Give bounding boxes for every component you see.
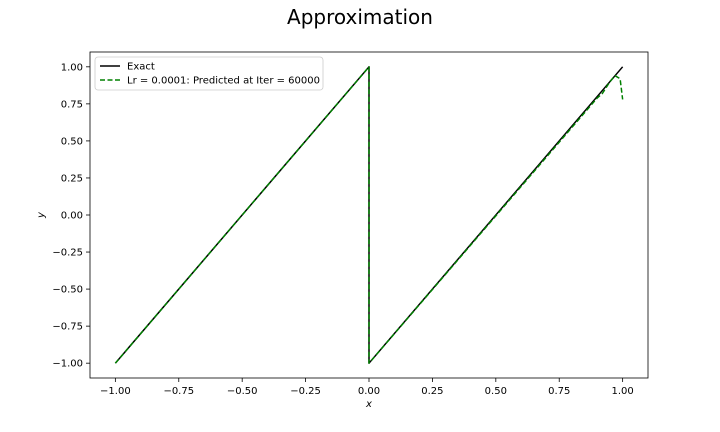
y-tick-label: −0.50 [52, 285, 83, 296]
y-tick-label: 0.75 [61, 99, 83, 110]
x-tick-label: 0.75 [548, 386, 570, 397]
x-tick-label: −0.75 [163, 386, 194, 397]
series-layer [114, 66, 624, 364]
y-tick-label: 0.00 [61, 211, 83, 222]
x-tick-label: −0.50 [227, 386, 258, 397]
x-tick-label: 0.00 [358, 386, 380, 397]
legend-box [94, 56, 324, 91]
x-tick-label: −0.25 [290, 386, 321, 397]
chart-title: Approximation [287, 5, 433, 29]
y-tick-label: −0.25 [52, 248, 83, 259]
x-axis: −1.00 −0.75 −0.50 −0.25 0.00 0.25 0.50 0.75 1.00 [100, 378, 634, 397]
x-tick-label: −1.00 [100, 386, 131, 397]
y-tick-label: −1.00 [52, 359, 83, 370]
y-tick-label: 1.00 [61, 62, 83, 73]
y-tick-label: −0.75 [52, 322, 83, 333]
series-line-predicted [114, 66, 624, 364]
legend-label-predicted: Lr = 0.0001: Predicted at Iter = 60000 [127, 76, 320, 87]
y-axis: −1.00 −0.75 −0.50 −0.25 0.00 0.25 0.50 0.75 1.00 [52, 62, 90, 370]
x-tick-label: 0.25 [421, 386, 443, 397]
x-axis-label: x [365, 399, 372, 410]
y-tick-label: 0.25 [61, 173, 83, 184]
legend-label-exact: Exact [127, 62, 155, 73]
x-tick-label: 1.00 [612, 386, 634, 397]
legend: Exact Lr = 0.0001: Predicted at Iter = 6… [94, 56, 324, 91]
x-tick-label: 0.50 [485, 386, 507, 397]
y-axis-label: y [36, 211, 47, 219]
y-tick-label: 0.50 [61, 136, 83, 147]
